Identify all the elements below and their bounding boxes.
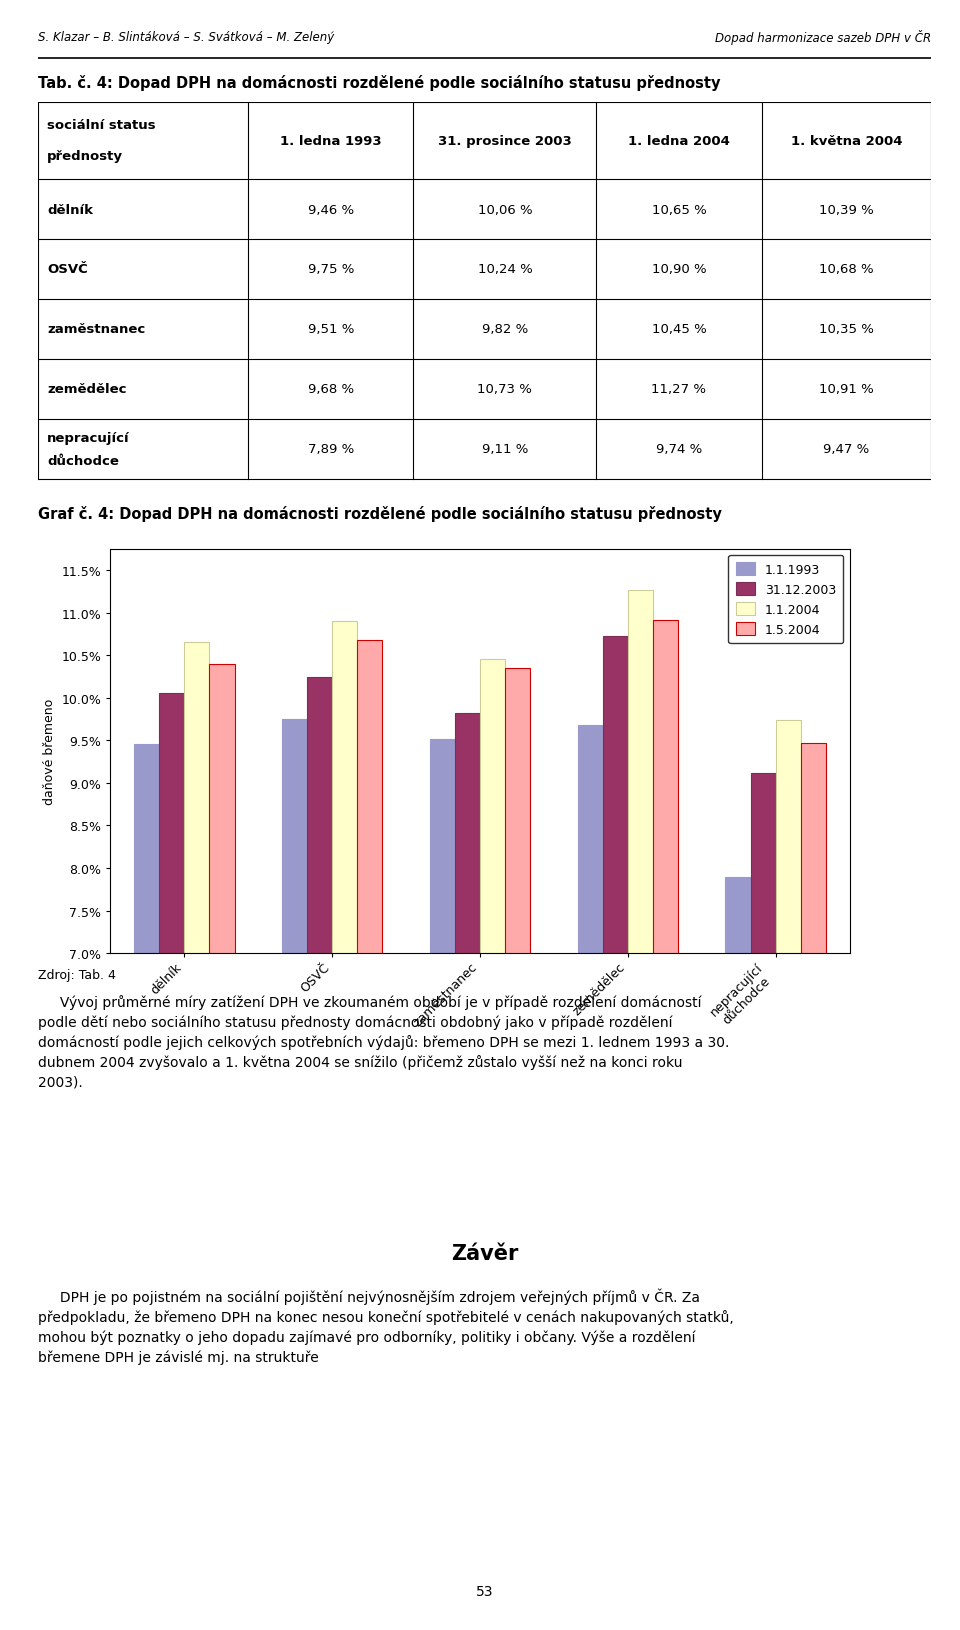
Bar: [455, 714, 480, 1548]
Bar: [282, 719, 307, 1548]
Text: 10,91 %: 10,91 %: [819, 383, 874, 396]
Bar: [801, 743, 826, 1548]
Text: 9,47 %: 9,47 %: [824, 443, 870, 456]
Bar: [653, 621, 678, 1548]
Bar: [184, 642, 209, 1548]
Bar: [726, 879, 751, 1548]
Text: 11,27 %: 11,27 %: [652, 383, 707, 396]
Bar: [209, 665, 234, 1548]
Text: 10,90 %: 10,90 %: [652, 264, 707, 275]
Text: 10,68 %: 10,68 %: [819, 264, 874, 275]
Text: Dopad harmonizace sazeb DPH v ČR: Dopad harmonizace sazeb DPH v ČR: [715, 29, 931, 46]
Bar: [505, 668, 530, 1548]
Bar: [307, 678, 332, 1548]
Text: Vývoj průměrné míry zatížení DPH ve zkoumaném období je v případě rozdělení domá: Vývoj průměrné míry zatížení DPH ve zkou…: [38, 994, 730, 1089]
Text: 10,06 %: 10,06 %: [477, 204, 532, 217]
Text: důchodce: důchodce: [47, 455, 119, 468]
Text: 9,74 %: 9,74 %: [656, 443, 702, 456]
Text: sociální status: sociální status: [47, 119, 156, 132]
Bar: [628, 590, 653, 1548]
Bar: [430, 740, 455, 1548]
Text: 10,39 %: 10,39 %: [819, 204, 874, 217]
Text: 7,89 %: 7,89 %: [307, 443, 354, 456]
Text: 1. ledna 1993: 1. ledna 1993: [280, 135, 382, 148]
Text: 31. prosince 2003: 31. prosince 2003: [438, 135, 572, 148]
Text: DPH je po pojistném na sociální pojištění nejvýnosnějším zdrojem veřejných příjm: DPH je po pojistném na sociální pojištěn…: [38, 1288, 734, 1364]
Bar: [332, 621, 357, 1548]
Text: 1. ledna 2004: 1. ledna 2004: [628, 135, 730, 148]
Text: nepracující: nepracující: [47, 432, 130, 445]
Bar: [751, 774, 776, 1548]
Bar: [357, 641, 382, 1548]
Bar: [603, 636, 628, 1548]
Bar: [134, 745, 159, 1548]
Text: 9,11 %: 9,11 %: [482, 443, 528, 456]
Text: 10,24 %: 10,24 %: [477, 264, 532, 275]
Text: 53: 53: [476, 1584, 493, 1597]
Bar: [159, 693, 184, 1548]
Text: 10,35 %: 10,35 %: [819, 323, 874, 336]
Text: 10,73 %: 10,73 %: [477, 383, 533, 396]
Text: 9,82 %: 9,82 %: [482, 323, 528, 336]
Bar: [776, 720, 801, 1548]
Legend: 1.1.1993, 31.12.2003, 1.1.2004, 1.5.2004: 1.1.1993, 31.12.2003, 1.1.2004, 1.5.2004: [729, 556, 843, 644]
Text: 9,75 %: 9,75 %: [307, 264, 354, 275]
Text: Tab. č. 4: Dopad DPH na domácnosti rozdělené podle sociálního statusu přednosty: Tab. č. 4: Dopad DPH na domácnosti rozdě…: [38, 75, 721, 91]
Text: S. Klazar – B. Slintáková – S. Svátková – M. Zelený: S. Klazar – B. Slintáková – S. Svátková …: [38, 31, 335, 44]
Text: 9,68 %: 9,68 %: [308, 383, 354, 396]
Bar: [578, 725, 603, 1548]
Text: 10,65 %: 10,65 %: [652, 204, 707, 217]
Bar: [480, 660, 505, 1548]
Text: 9,51 %: 9,51 %: [307, 323, 354, 336]
Text: 10,45 %: 10,45 %: [652, 323, 707, 336]
Text: 1. května 2004: 1. května 2004: [791, 135, 902, 148]
Text: Graf č. 4: Dopad DPH na domácnosti rozdělené podle sociálního statusu přednosty: Graf č. 4: Dopad DPH na domácnosti rozdě…: [38, 505, 722, 522]
Y-axis label: daňové břemeno: daňové břemeno: [43, 698, 56, 805]
Text: dělník: dělník: [47, 204, 93, 217]
Text: zemědělec: zemědělec: [47, 383, 127, 396]
Text: 9,46 %: 9,46 %: [308, 204, 354, 217]
Text: Závěr: Závěr: [451, 1244, 518, 1263]
Text: OSVČ: OSVČ: [47, 264, 88, 275]
Text: Zdroj: Tab. 4: Zdroj: Tab. 4: [38, 968, 116, 981]
Text: přednosty: přednosty: [47, 150, 123, 163]
Text: zaměstnanec: zaměstnanec: [47, 323, 146, 336]
